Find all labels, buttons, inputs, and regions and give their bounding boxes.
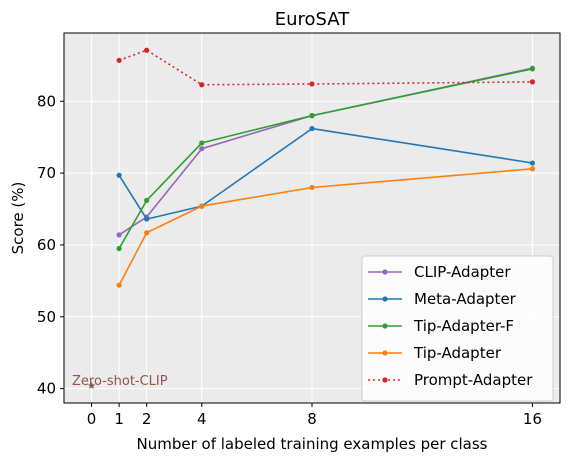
data-point-4-4 — [529, 79, 536, 85]
data-point-4-3 — [309, 81, 315, 87]
legend-entry-label: Meta-Adapter — [414, 290, 517, 308]
x-tick-label: 4 — [197, 410, 207, 428]
x-axis-label: Number of labeled training examples per … — [137, 435, 488, 453]
y-tick-label: 60 — [37, 236, 56, 254]
legend-entry-label: Prompt-Adapter — [414, 371, 533, 389]
y-axis-label: Score (%) — [9, 182, 27, 255]
data-point-1-3 — [309, 125, 315, 132]
data-point-0-2 — [199, 146, 205, 152]
x-tick-label: 1 — [114, 410, 124, 428]
y-tick-label: 40 — [37, 380, 56, 398]
data-point-4-0 — [116, 57, 122, 63]
legend-entry-label: Tip-Adapter-F — [413, 317, 514, 335]
data-point-0-0 — [116, 232, 122, 238]
data-point-2-0 — [116, 245, 122, 252]
data-point-3-4 — [529, 166, 536, 172]
data-point-2-4 — [529, 66, 536, 72]
y-tick-label: 50 — [37, 308, 56, 326]
legend-swatch-marker — [382, 269, 388, 275]
data-point-3-0 — [116, 282, 122, 288]
data-point-3-3 — [309, 184, 315, 191]
legend-swatch-marker — [382, 350, 388, 356]
series-group — [116, 47, 536, 288]
annotations: Zero-shot-CLIP — [72, 374, 168, 389]
data-point-1-0 — [116, 172, 122, 178]
y-tick-label: 80 — [37, 92, 56, 110]
x-tick-label: 8 — [307, 410, 317, 428]
legend-swatch-marker — [382, 377, 388, 383]
legend-entry-label: Tip-Adapter — [413, 344, 502, 362]
legend: CLIP-Adapter Meta-Adapter Tip-Adapter-F Tip… — [361, 255, 554, 402]
legend-swatch-marker — [382, 296, 388, 302]
data-point-2-2 — [199, 140, 205, 146]
data-point-3-1 — [144, 230, 150, 236]
legend-entry-label: CLIP-Adapter — [414, 263, 511, 281]
x-axis: 0 1 2 4 8 16 — [87, 403, 542, 428]
zero-shot-label: Zero-shot-CLIP — [72, 374, 168, 389]
data-point-1-1 — [144, 216, 150, 222]
x-tick-label: 2 — [142, 410, 152, 428]
x-tick-label: 0 — [87, 410, 97, 428]
data-point-2-3 — [309, 113, 315, 119]
legend-box — [361, 255, 554, 402]
y-axis: 40 50 60 70 80 — [37, 92, 64, 398]
chart-title: EuroSAT — [275, 9, 350, 30]
zero-shot-star-marker — [87, 381, 96, 389]
data-point-4-1 — [144, 47, 150, 53]
x-tick-label: 16 — [523, 410, 542, 428]
data-point-1-4 — [529, 160, 536, 166]
legend-swatch-marker — [382, 323, 388, 329]
y-tick-label: 70 — [37, 164, 56, 182]
data-point-3-2 — [199, 203, 205, 209]
data-point-4-2 — [199, 82, 205, 88]
data-point-2-1 — [144, 197, 150, 203]
